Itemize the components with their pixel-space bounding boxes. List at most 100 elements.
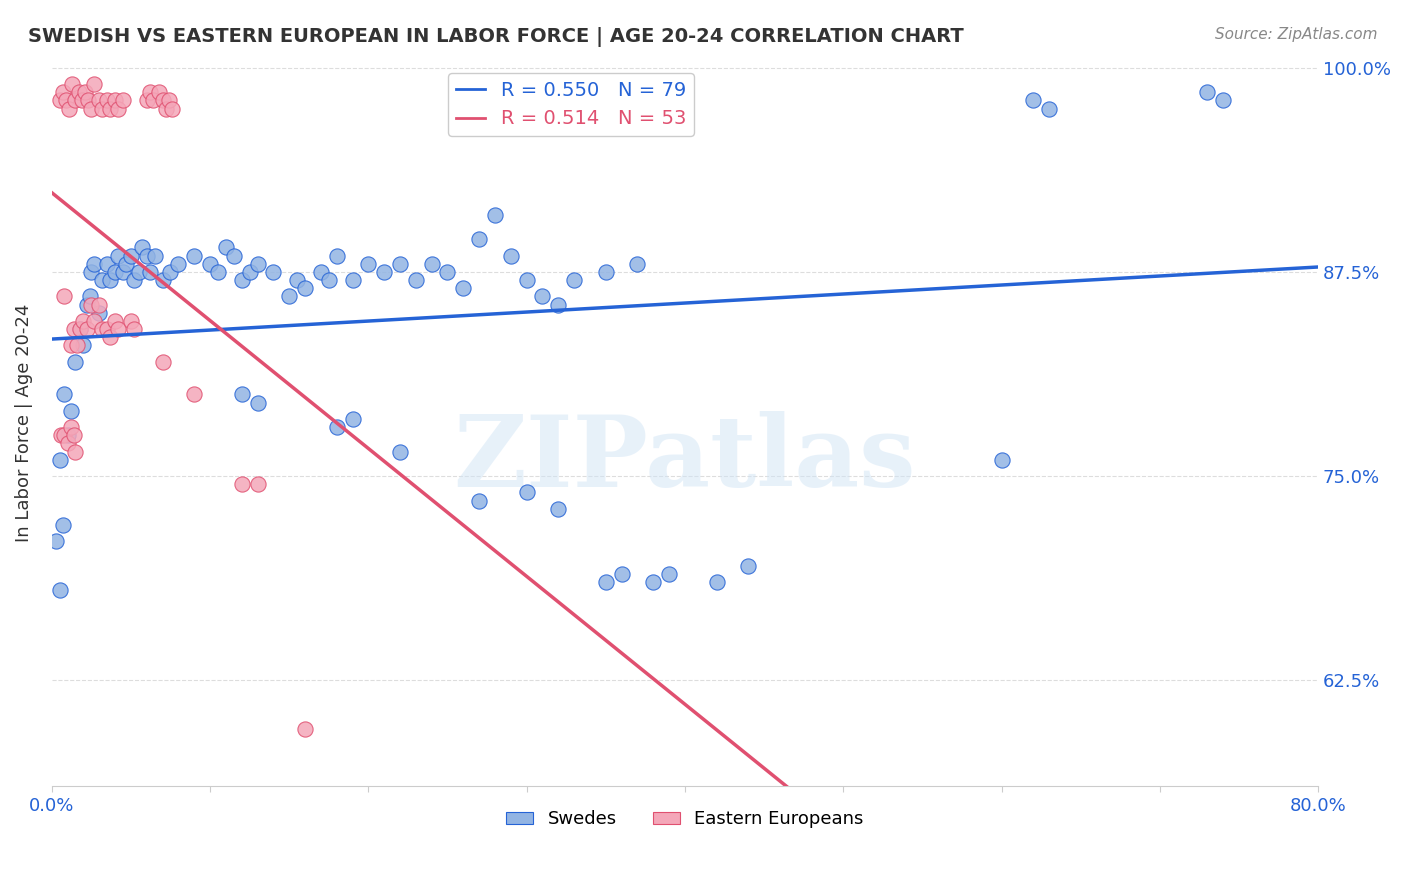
Point: [246, 257, 269, 271]
Point: [52, 85, 75, 99]
Point: [262, 265, 284, 279]
Point: [595, 265, 617, 279]
Point: [499, 249, 522, 263]
Point: [547, 501, 569, 516]
Point: [89, 297, 111, 311]
Point: [157, 94, 180, 108]
Legend: Swedes, Eastern Europeans: Swedes, Eastern Europeans: [499, 803, 870, 836]
Point: [131, 240, 153, 254]
Point: [51, 428, 73, 442]
Point: [48, 94, 70, 108]
Point: [468, 493, 491, 508]
Point: [60, 77, 83, 91]
Point: [122, 322, 145, 336]
Point: [294, 723, 316, 737]
Point: [96, 257, 118, 271]
Point: [246, 477, 269, 491]
Point: [96, 94, 118, 108]
Point: [231, 273, 253, 287]
Point: [342, 273, 364, 287]
Point: [373, 265, 395, 279]
Point: [135, 249, 157, 263]
Point: [111, 94, 134, 108]
Point: [59, 338, 82, 352]
Point: [198, 257, 221, 271]
Point: [626, 257, 648, 271]
Point: [76, 297, 98, 311]
Point: [516, 273, 538, 287]
Point: [59, 404, 82, 418]
Point: [89, 306, 111, 320]
Point: [111, 265, 134, 279]
Point: [65, 94, 87, 108]
Point: [107, 322, 129, 336]
Point: [1212, 94, 1234, 108]
Point: [246, 395, 269, 409]
Point: [468, 232, 491, 246]
Point: [239, 265, 262, 279]
Point: [309, 265, 332, 279]
Point: [122, 273, 145, 287]
Point: [66, 338, 89, 352]
Point: [83, 77, 105, 91]
Point: [547, 297, 569, 311]
Point: [73, 85, 96, 99]
Point: [152, 355, 174, 369]
Point: [135, 94, 157, 108]
Point: [65, 355, 87, 369]
Point: [562, 273, 585, 287]
Point: [91, 322, 114, 336]
Point: [98, 330, 121, 344]
Point: [159, 265, 181, 279]
Point: [1022, 94, 1045, 108]
Point: [107, 249, 129, 263]
Point: [55, 94, 77, 108]
Point: [48, 452, 70, 467]
Point: [53, 428, 76, 442]
Point: [152, 94, 174, 108]
Point: [65, 444, 87, 458]
Point: [595, 575, 617, 590]
Point: [516, 485, 538, 500]
Point: [104, 314, 127, 328]
Point: [91, 102, 114, 116]
Point: [53, 289, 76, 303]
Text: SWEDISH VS EASTERN EUROPEAN IN LABOR FORCE | AGE 20-24 CORRELATION CHART: SWEDISH VS EASTERN EUROPEAN IN LABOR FOR…: [28, 27, 965, 46]
Point: [420, 257, 443, 271]
Point: [63, 428, 86, 442]
Point: [70, 94, 93, 108]
Point: [98, 102, 121, 116]
Point: [107, 102, 129, 116]
Point: [484, 208, 506, 222]
Point: [139, 85, 162, 99]
Point: [1339, 85, 1361, 99]
Point: [325, 420, 347, 434]
Point: [160, 102, 183, 116]
Point: [104, 265, 127, 279]
Point: [318, 273, 340, 287]
Point: [63, 322, 86, 336]
Point: [706, 575, 728, 590]
Point: [215, 240, 238, 254]
Point: [152, 273, 174, 287]
Point: [83, 314, 105, 328]
Point: [658, 567, 681, 582]
Point: [83, 257, 105, 271]
Point: [59, 420, 82, 434]
Point: [231, 477, 253, 491]
Point: [222, 249, 245, 263]
Point: [148, 85, 170, 99]
Point: [91, 273, 114, 287]
Point: [610, 567, 633, 582]
Point: [342, 412, 364, 426]
Point: [285, 273, 308, 287]
Point: [294, 281, 316, 295]
Point: [143, 249, 166, 263]
Point: [231, 387, 253, 401]
Point: [115, 257, 138, 271]
Point: [357, 257, 380, 271]
Point: [531, 289, 554, 303]
Point: [72, 314, 94, 328]
Point: [45, 534, 67, 549]
Point: [80, 297, 103, 311]
